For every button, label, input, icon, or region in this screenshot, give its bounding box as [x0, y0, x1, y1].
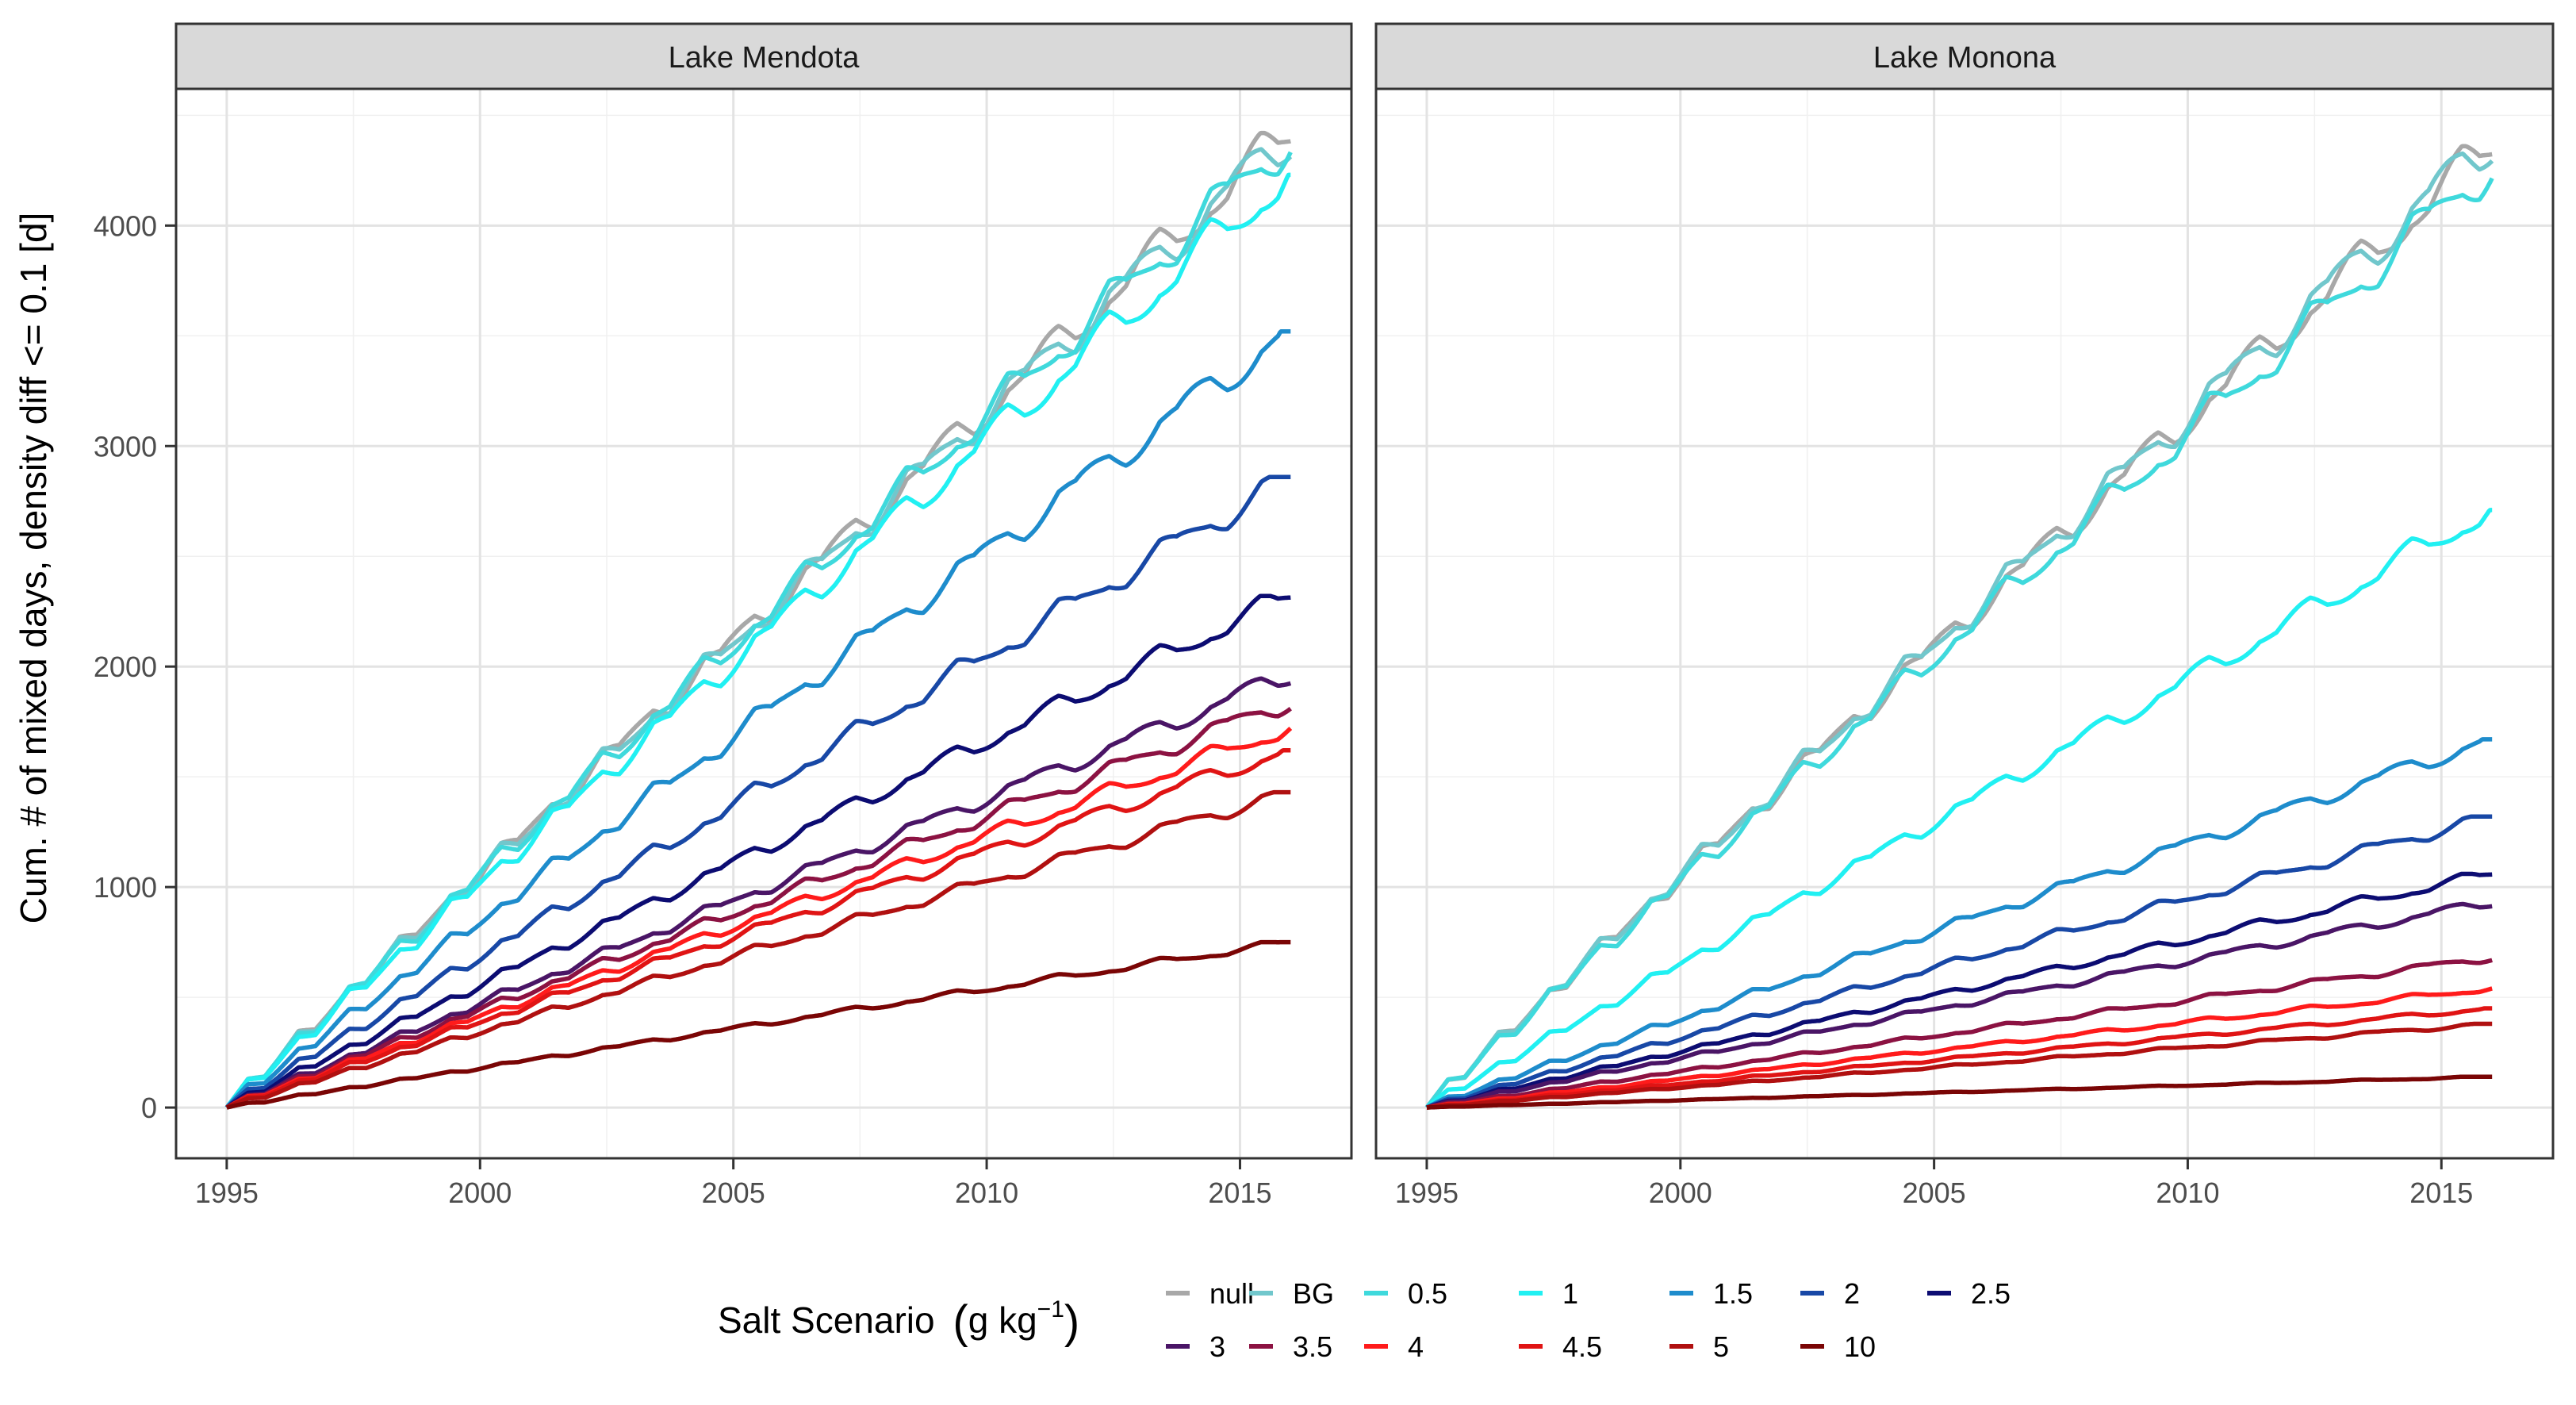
y-tick-label: 3000 [94, 430, 157, 463]
x-tick-label: 2005 [1903, 1177, 1966, 1209]
x-axis: 1995 2000 2005 2010 2015 [195, 1158, 1272, 1209]
series-line-3 [225, 676, 1292, 1110]
y-tick-label: 4000 [94, 209, 157, 242]
series-line-4 [1425, 986, 2494, 1110]
series-line-5 [1425, 1021, 2494, 1110]
legend-label: 10 [1844, 1330, 1876, 1363]
series-line-3-5 [1425, 958, 2494, 1110]
series-line-10 [1425, 1074, 2494, 1110]
strip-background [1374, 22, 2555, 90]
legend-item-0-5: 0.5 [1364, 1277, 1447, 1310]
x-tick-label: 2010 [955, 1177, 1018, 1209]
x-tick-label: 1995 [195, 1177, 259, 1209]
series-line-2-5 [1425, 871, 2494, 1110]
x-tick-label: 2010 [2156, 1177, 2219, 1209]
series-line-1 [1425, 508, 2494, 1110]
x-tick-label: 2015 [2409, 1177, 2473, 1209]
legend-item-1-5: 1.5 [1669, 1277, 1753, 1310]
legend-label: 0.5 [1408, 1277, 1447, 1310]
series-line-1-5 [1425, 737, 2494, 1110]
panel-border [1374, 87, 2555, 1160]
series-line-3 [1425, 901, 2494, 1110]
legend-item-4-5: 4.5 [1519, 1330, 1602, 1363]
x-tick-label: 1995 [1395, 1177, 1459, 1209]
panel-title: Lake Monona [1873, 41, 2057, 75]
legend-label: 3 [1209, 1330, 1225, 1363]
series-line-0-5 [224, 151, 1293, 1109]
series-line-4-5 [225, 748, 1292, 1110]
y-tick-label: 0 [141, 1092, 157, 1124]
series-lines [224, 130, 1293, 1110]
series-lines [1424, 144, 2494, 1110]
legend-label: BG [1293, 1277, 1334, 1310]
legend: Salt Scenario (g kg−1) null BG 0.5 1 1.5 2 2.5… [718, 1277, 2011, 1363]
legend-label: 4.5 [1562, 1330, 1602, 1363]
legend-label: 2.5 [1971, 1277, 2011, 1310]
panel-lake-monona: Lake Monona 1995 2000 2005 2010 2015 [1374, 22, 2555, 1209]
panel-lake-mendota: Lake Mendota 1995 2000 2005 2010 2015 0 1000 2… [94, 22, 1353, 1209]
y-tick-label: 2000 [94, 651, 157, 683]
legend-item-3-5: 3.5 [1249, 1330, 1332, 1363]
y-axis-title: Cum. # of mixed days, density diff <= 0.… [13, 213, 54, 924]
legend-items: null BG 0.5 1 1.5 2 2.5 3 3.5 4 4.5 5 10 [1166, 1277, 2011, 1363]
y-axis: 0 1000 2000 3000 4000 [94, 209, 176, 1124]
legend-item-3: 3 [1166, 1330, 1225, 1363]
series-line-5 [225, 789, 1292, 1110]
panel-border [174, 87, 1353, 1160]
legend-label: 1 [1562, 1277, 1578, 1310]
legend-title-unit-sup: −1 [1037, 1296, 1064, 1322]
legend-item-null: null [1166, 1277, 1254, 1310]
series-line-4-5 [1425, 1006, 2494, 1110]
strip-background [174, 22, 1353, 90]
legend-label: 4 [1408, 1330, 1424, 1363]
series-line-1-5 [224, 328, 1292, 1109]
series-line-1 [224, 172, 1292, 1109]
legend-item-BG: BG [1249, 1277, 1334, 1310]
legend-item-2-5: 2.5 [1927, 1277, 2011, 1310]
legend-title-unit: g kg [968, 1299, 1037, 1341]
legend-title: Salt Scenario (g kg−1) [718, 1296, 1079, 1348]
x-axis: 1995 2000 2005 2010 2015 [1395, 1158, 2473, 1209]
panel-title: Lake Mendota [669, 41, 861, 75]
legend-item-4: 4 [1364, 1330, 1424, 1363]
y-tick-label: 1000 [94, 871, 157, 904]
x-tick-label: 2000 [448, 1177, 512, 1209]
legend-title-text: Salt Scenario [718, 1299, 935, 1341]
series-line-BG [1424, 151, 2494, 1109]
legend-item-5: 5 [1669, 1330, 1729, 1363]
series-line-2 [225, 474, 1292, 1110]
x-tick-label: 2015 [1208, 1177, 1271, 1209]
legend-label: 1.5 [1713, 1277, 1753, 1310]
legend-item-10: 10 [1800, 1330, 1876, 1363]
x-tick-label: 2000 [1649, 1177, 1712, 1209]
legend-item-2: 2 [1800, 1277, 1860, 1310]
x-tick-label: 2005 [702, 1177, 765, 1209]
series-line-2-5 [225, 593, 1292, 1110]
series-line-3-5 [225, 707, 1292, 1110]
series-line-4 [225, 726, 1293, 1110]
legend-label: 2 [1844, 1277, 1860, 1310]
legend-item-1: 1 [1519, 1277, 1578, 1310]
series-line-0-5 [1424, 177, 2494, 1109]
legend-label: 5 [1713, 1330, 1729, 1363]
gridlines [176, 89, 1351, 1158]
gridlines [1376, 89, 2553, 1158]
series-line-10 [225, 939, 1292, 1110]
legend-label: 3.5 [1293, 1330, 1332, 1363]
legend-label: null [1209, 1277, 1254, 1310]
series-line-2 [1425, 814, 2494, 1110]
